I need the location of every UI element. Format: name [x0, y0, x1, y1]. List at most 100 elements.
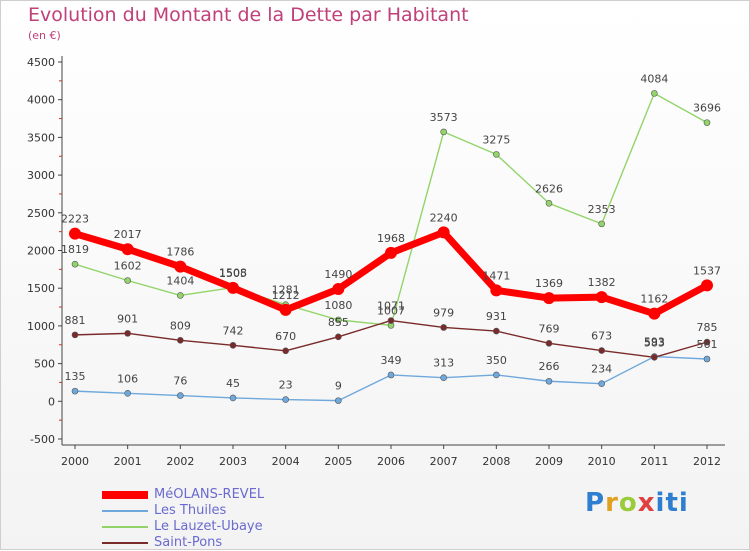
data-label: 785 [697, 321, 718, 334]
data-label: 9 [335, 380, 342, 393]
y-tick-label: 1500 [27, 282, 55, 295]
data-label: 3573 [430, 111, 458, 124]
data-label: 769 [539, 322, 560, 335]
data-point [651, 90, 658, 97]
data-label: 1490 [324, 268, 352, 281]
data-point [177, 392, 184, 399]
data-point [69, 227, 81, 240]
data-label: 593 [644, 336, 665, 349]
data-point [703, 338, 711, 346]
data-label: 313 [433, 357, 454, 370]
data-point [229, 394, 237, 402]
data-point [493, 151, 500, 158]
legend-label: Le Lauzet-Ubaye [154, 519, 263, 534]
data-label: 4084 [640, 72, 668, 85]
data-point [387, 371, 395, 379]
data-label: 1404 [166, 274, 194, 287]
data-label: 855 [328, 316, 349, 329]
data-point [387, 317, 395, 324]
y-tick-label: 0 [48, 395, 55, 408]
data-label: 349 [381, 354, 402, 367]
data-label: 1786 [166, 246, 194, 259]
x-tick-label: 2000 [61, 455, 89, 468]
data-label: 266 [539, 360, 560, 373]
data-label: 901 [117, 312, 138, 325]
data-label: 670 [275, 330, 296, 343]
data-label: 881 [65, 314, 86, 327]
data-point [335, 397, 342, 404]
data-label: 1071 [377, 300, 405, 313]
data-point [598, 380, 605, 387]
data-label: 350 [486, 354, 507, 367]
data-point [648, 307, 661, 320]
data-label: 1471 [482, 269, 510, 282]
data-label: 1080 [324, 299, 352, 312]
data-point [335, 333, 342, 341]
data-point [279, 303, 292, 316]
x-tick-label: 2004 [272, 455, 300, 468]
legend-swatch [102, 491, 148, 499]
data-label: 2240 [430, 211, 458, 224]
x-tick-label: 2006 [377, 455, 405, 468]
data-label: 45 [226, 377, 240, 390]
data-label: 1602 [114, 260, 142, 273]
data-point [174, 260, 187, 273]
x-tick-label: 2010 [588, 455, 616, 468]
data-label: 23 [279, 379, 293, 392]
data-label: 1162 [640, 293, 668, 306]
y-tick-label: 3500 [27, 131, 55, 144]
x-tick-label: 2007 [430, 455, 458, 468]
data-point [490, 284, 503, 297]
data-point [71, 387, 79, 395]
data-label: 809 [170, 319, 191, 332]
x-tick-label: 2003 [219, 455, 247, 468]
data-point [543, 292, 555, 305]
legend-label: MéOLANS-REVEL [154, 487, 265, 502]
data-point [701, 279, 713, 292]
data-point [227, 281, 239, 294]
data-label: 2017 [114, 228, 142, 241]
data-point [545, 377, 553, 385]
data-point [493, 371, 500, 379]
data-point [545, 340, 553, 347]
y-tick-label: 1000 [27, 320, 55, 333]
data-point [177, 292, 184, 299]
chart-title: Evolution du Montant de la Dette par Hab… [28, 4, 469, 26]
data-point [440, 374, 447, 381]
data-label: 76 [173, 375, 187, 388]
data-point [71, 331, 79, 339]
x-tick-label: 2002 [166, 455, 194, 468]
y-tick-label: 500 [34, 358, 55, 371]
data-label: 1281 [272, 284, 300, 297]
data-point [124, 390, 131, 397]
y-tick-label: 4500 [27, 56, 55, 69]
data-label: 1369 [535, 277, 563, 290]
legend-label: Saint-Pons [154, 535, 223, 550]
data-label: 1007 [377, 304, 405, 317]
data-label: 1508 [219, 267, 247, 280]
data-label: 1968 [377, 232, 405, 245]
data-point [598, 220, 605, 228]
data-label: 583 [644, 336, 665, 349]
data-point [440, 128, 447, 136]
x-tick-label: 2008 [482, 455, 510, 468]
data-label: 1212 [272, 289, 300, 302]
data-point [71, 260, 79, 268]
data-label: 106 [117, 372, 138, 385]
data-label: 2223 [61, 213, 89, 226]
data-point [703, 119, 711, 126]
data-point [598, 347, 605, 354]
data-label: 1505 [219, 267, 247, 280]
proxiti-logo: Proxiti [585, 488, 689, 518]
legend-swatch [102, 526, 148, 528]
data-point [282, 396, 289, 403]
y-tick-label: 4000 [27, 94, 55, 107]
y-tick-label: 2500 [27, 207, 55, 220]
data-label: 2626 [535, 182, 563, 195]
data-label: 931 [486, 310, 507, 323]
y-tick-label: -500 [30, 433, 55, 446]
data-label: 561 [697, 338, 718, 351]
chart-unit: (en €) [28, 29, 61, 42]
data-point [124, 330, 131, 337]
